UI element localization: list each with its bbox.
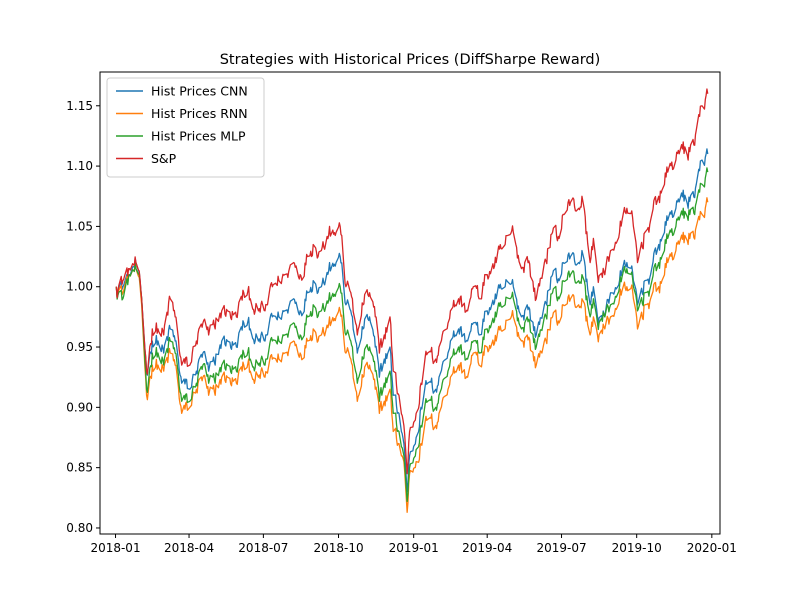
- series-line-hist-prices-rnn: [115, 197, 709, 513]
- legend-label: S&P: [151, 151, 177, 166]
- y-tick-label: 1.15: [66, 99, 93, 113]
- x-tick-label: 2018-04: [164, 541, 214, 555]
- x-tick-label: 2019-07: [536, 541, 586, 555]
- x-tick-label: 2020-01: [687, 541, 737, 555]
- y-tick-label: 1.00: [66, 280, 93, 294]
- legend-label: Hist Prices RNN: [151, 106, 248, 121]
- legend-label: Hist Prices MLP: [151, 129, 246, 144]
- x-tick-label: 2019-04: [462, 541, 512, 555]
- x-tick-label: 2019-10: [612, 541, 662, 555]
- y-tick-label: 0.95: [66, 340, 93, 354]
- x-tick-label: 2018-07: [238, 541, 288, 555]
- y-tick-label: 0.85: [66, 461, 93, 475]
- y-tick-label: 1.05: [66, 219, 93, 233]
- x-tick-label: 2018-01: [90, 541, 140, 555]
- y-tick-label: 0.80: [66, 521, 93, 535]
- legend-box: [106, 77, 265, 178]
- plot-frame: [99, 71, 721, 535]
- series-line-s-p: [115, 88, 709, 475]
- series-line-hist-prices-mlp: [115, 167, 709, 503]
- series-layer: [115, 88, 709, 513]
- legend-label: Hist Prices CNN: [151, 84, 248, 99]
- y-tick-label: 1.10: [66, 159, 93, 173]
- series-line-hist-prices-cnn: [115, 148, 709, 493]
- y-tick-label: 0.90: [66, 400, 93, 414]
- axes-layer: 0.80 0.85 0.90 0.95 1.00 1.05 1.10 1.15 2018-01 2…: [66, 71, 737, 555]
- x-tick-label: 2018-10: [313, 541, 363, 555]
- x-tick-label: 2019-01: [389, 541, 439, 555]
- legend: Hist Prices CNN Hist Prices RNN Hist Price…: [106, 77, 265, 178]
- chart-title: Strategies with Historical Prices (DiffS…: [220, 52, 601, 68]
